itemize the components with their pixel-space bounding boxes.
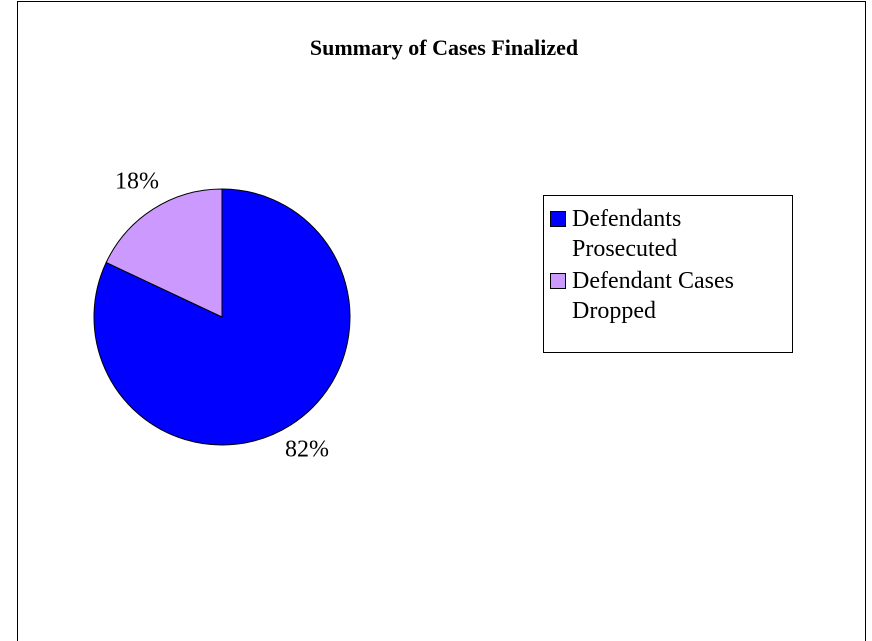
legend-label: Defendant Cases Dropped <box>572 268 734 324</box>
pie-slice <box>105 188 223 318</box>
data-label: 82% <box>285 437 329 463</box>
legend: Defendants Prosecuted Defendant Cases Dro… <box>543 195 793 353</box>
legend-item: Defendants Prosecuted <box>550 204 792 264</box>
legend-swatch <box>550 211 566 227</box>
pie-slice <box>93 188 351 446</box>
legend-label: Defendants Prosecuted <box>572 206 682 262</box>
data-label: 18% <box>115 168 159 194</box>
legend-item: Defendant Cases Dropped <box>550 266 792 326</box>
chart-frame <box>17 1 866 641</box>
chart-title: Summary of Cases Finalized <box>310 35 578 60</box>
legend-swatch <box>550 273 566 289</box>
